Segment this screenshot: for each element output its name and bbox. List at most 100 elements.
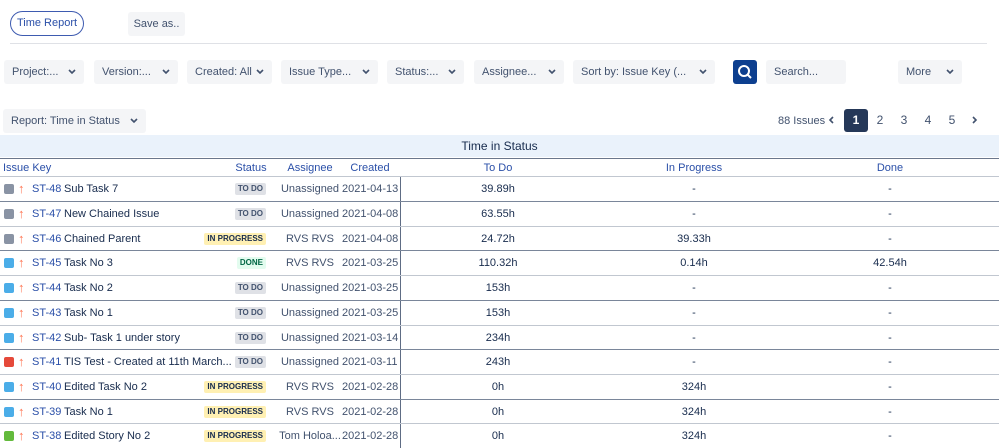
created-date: 2021-04-08 <box>342 232 399 245</box>
report-select[interactable]: Report: Time in Status <box>3 109 146 133</box>
header-line <box>0 158 999 159</box>
to-do-time: 39.89h <box>481 183 515 196</box>
done-time: 42.54h <box>873 257 907 270</box>
issue-key[interactable]: ST-44 <box>32 282 62 295</box>
next-page[interactable] <box>968 113 980 127</box>
to-do-time: 234h <box>485 331 511 344</box>
filter-button[interactable]: Issue Type... <box>281 60 378 84</box>
issue-summary: Chained Parent <box>64 232 141 245</box>
page-number[interactable]: 2 <box>876 113 884 127</box>
issue-summary: Task No 1 <box>64 306 113 319</box>
issue-type-icon <box>4 357 14 368</box>
issue-key[interactable]: ST-38 <box>32 430 62 443</box>
filter-button[interactable]: Status:... <box>387 60 464 84</box>
done-time: - <box>888 306 892 319</box>
issue-type-icon <box>4 233 14 244</box>
status-badge: IN PROGRESS <box>204 405 266 418</box>
column-header: In Progress <box>665 162 723 174</box>
priority-arrow: ↑ <box>18 255 25 271</box>
priority-arrow: ↑ <box>18 181 25 197</box>
filter-button[interactable]: Project:... <box>4 60 84 84</box>
to-do-time: 24.72h <box>481 232 515 245</box>
issue-summary: Sub- Task 1 under story <box>64 331 180 344</box>
issue-key[interactable]: ST-39 <box>32 405 62 418</box>
filter-button[interactable]: More <box>898 60 962 84</box>
created-date: 2021-03-25 <box>342 257 399 270</box>
issue-type-icon <box>4 258 14 269</box>
in-progress-time: - <box>692 282 696 295</box>
page-number[interactable]: 1 <box>844 109 868 132</box>
column-header: To Do <box>483 162 513 174</box>
done-time: - <box>888 430 892 443</box>
filter-button[interactable]: Assignee... <box>474 60 564 84</box>
issue-key[interactable]: ST-40 <box>32 380 62 393</box>
issue-key[interactable]: ST-41 <box>32 356 62 369</box>
issue-summary: TIS Test - Created at 11th March... <box>64 356 232 369</box>
issue-type-icon <box>4 431 14 442</box>
issue-key[interactable]: ST-42 <box>32 331 62 344</box>
done-time: - <box>888 232 892 245</box>
status-badge: TO DO <box>234 356 266 369</box>
row-line <box>0 373 999 375</box>
assignee: RVS RVS <box>286 232 334 245</box>
in-progress-time: - <box>692 356 696 369</box>
priority-arrow: ↑ <box>18 428 25 444</box>
to-do-time: 0h <box>491 380 505 393</box>
assignee: Unassigned <box>280 208 340 220</box>
issue-key[interactable]: ST-45 <box>32 257 62 270</box>
filter-label: Version:... <box>102 66 151 78</box>
filter-label: Issue Type... <box>289 66 352 78</box>
filter-button[interactable]: Version:... <box>94 60 178 84</box>
to-do-time: 63.55h <box>481 208 515 220</box>
status-badge: DONE <box>236 257 266 270</box>
prev-page[interactable] <box>826 113 838 127</box>
column-header: Status <box>235 162 267 174</box>
issue-type-icon <box>4 332 14 343</box>
issue-key[interactable]: ST-47 <box>32 208 62 220</box>
column-divider <box>400 176 401 448</box>
filter-label: Created: All <box>195 66 252 78</box>
assignee: Unassigned <box>280 306 340 319</box>
in-progress-time: 39.33h <box>677 232 711 245</box>
issue-key[interactable]: ST-48 <box>32 183 62 196</box>
time-report-button[interactable]: Time Report <box>10 11 84 36</box>
priority-arrow: ↑ <box>18 206 25 221</box>
row-line <box>0 250 999 252</box>
in-progress-time: - <box>692 306 696 319</box>
page-number[interactable]: 5 <box>948 113 956 127</box>
priority-arrow: ↑ <box>18 230 25 246</box>
issue-summary: Task No 3 <box>64 257 113 270</box>
filter-label: More <box>906 66 932 78</box>
done-time: - <box>888 331 892 344</box>
chevron <box>162 69 170 75</box>
assignee: Tom Holoa... <box>279 430 341 443</box>
chevron <box>68 69 76 75</box>
filter-button[interactable]: Created: All <box>187 60 272 84</box>
save-button[interactable]: Save as.. <box>128 12 185 36</box>
assignee: RVS RVS <box>286 257 334 270</box>
assignee: Unassigned <box>280 183 340 196</box>
search-icon-button[interactable] <box>733 60 757 84</box>
table-title-band: Time in Status <box>0 135 999 157</box>
issue-key[interactable]: ST-46 <box>32 232 62 245</box>
column-header-line <box>0 176 999 177</box>
page-number[interactable]: 3 <box>900 113 908 127</box>
filter-button[interactable]: Search... <box>766 60 846 84</box>
page-number[interactable]: 4 <box>924 113 932 127</box>
priority-arrow: ↑ <box>18 354 25 370</box>
filter-label: Sort by: Issue Key (... <box>581 66 687 78</box>
chevron <box>828 116 834 124</box>
priority-arrow: ↑ <box>18 403 25 419</box>
filter-label: Search... <box>774 66 819 78</box>
search-icon <box>738 65 752 79</box>
chevron <box>130 118 138 124</box>
assignee: Unassigned <box>280 356 340 369</box>
created-date: 2021-02-28 <box>342 430 399 443</box>
priority-arrow: ↑ <box>18 280 25 296</box>
issue-key[interactable]: ST-43 <box>32 306 62 319</box>
filter-button[interactable]: Sort by: Issue Key (... <box>573 60 715 84</box>
issue-type-icon <box>4 184 14 195</box>
to-do-time: 0h <box>491 430 505 443</box>
issue-type-icon <box>4 283 14 294</box>
report-select-label: Report: Time in Status <box>11 115 120 127</box>
